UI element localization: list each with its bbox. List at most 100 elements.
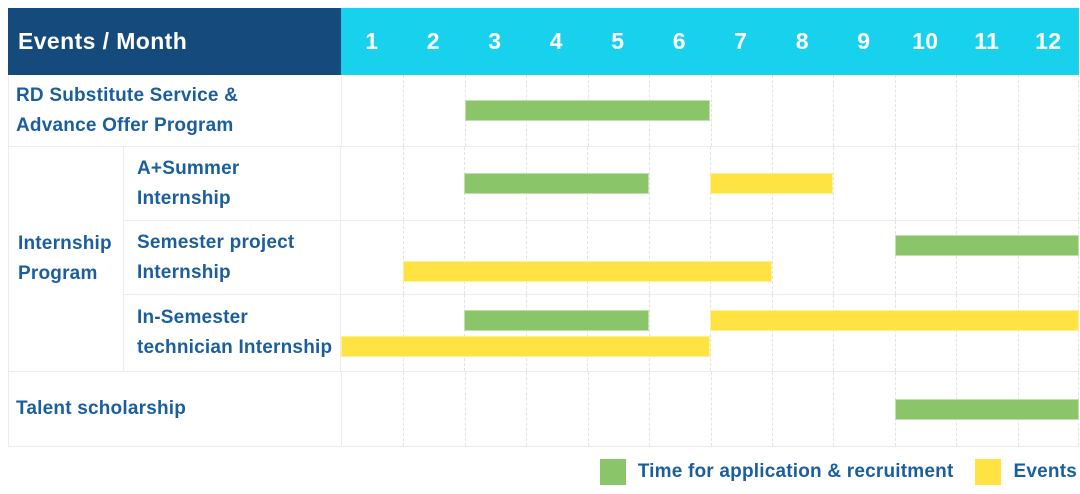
legend-item-yellow: Events [975, 459, 1077, 485]
month-header-2: 2 [426, 28, 440, 54]
month-gridline [464, 372, 466, 446]
table-subrow: A+Summer Internship [124, 147, 1079, 221]
month-gridline [1017, 221, 1019, 294]
month-gridline [402, 147, 404, 220]
month-gridline [710, 75, 712, 146]
month-grid-area [342, 372, 1079, 446]
month-header-5: 5 [611, 28, 625, 54]
row-label-line: Advance Offer Program [16, 114, 234, 136]
month-gridline [403, 75, 405, 146]
table-row: RD Substitute Service & Advance Offer Pro… [9, 75, 1079, 147]
month-gridline [648, 221, 650, 294]
gantt-bar-green [894, 399, 1079, 420]
gantt-bar-green [894, 235, 1079, 256]
gantt-bar-yellow [341, 336, 710, 357]
month-gridline [403, 372, 405, 446]
month-gridline [710, 221, 711, 294]
row-label-line: Internship [18, 233, 112, 254]
month-gridline [464, 221, 465, 294]
month-grid-area [342, 75, 1079, 146]
gantt-bar-green [464, 310, 649, 331]
month-gridline [771, 221, 773, 294]
row-label-line: A+Summer [137, 157, 240, 179]
month-header-3: 3 [488, 28, 502, 54]
month-gridline [710, 372, 712, 446]
month-gridline [894, 75, 896, 146]
month-gridline [771, 295, 773, 371]
legend-swatch-yellow [975, 459, 1002, 485]
month-gridline [833, 372, 835, 446]
month-gridline [771, 372, 773, 446]
month-gridline [1017, 147, 1019, 220]
row-label-line: Program [18, 263, 98, 284]
month-grid-area [341, 147, 1079, 220]
month-gridline [956, 75, 958, 146]
month-header-12: 12 [1035, 28, 1062, 54]
month-gridline [1078, 147, 1079, 220]
month-header-4: 4 [549, 28, 563, 54]
month-gridline [587, 295, 588, 371]
legend-label: Time for application & recruitment [637, 461, 954, 482]
table-header-row: Events / Month 1 2 3 4 5 6 7 8 9 10 11 12 [8, 8, 1079, 75]
month-gridline [464, 295, 465, 371]
events-month-table: Events / Month 1 2 3 4 5 6 7 8 9 10 11 12 RD Substi… [8, 8, 1079, 447]
row-label-line: technician Internship [137, 337, 333, 358]
month-gridline [894, 147, 896, 220]
group-label: Internship Program [9, 147, 124, 371]
gantt-bar-green [464, 173, 649, 194]
month-grid-area [341, 221, 1079, 294]
group-section: Internship Program A+Summer Internship Semes… [9, 147, 1079, 372]
subrow-label: A+Summer Internship [124, 147, 341, 220]
gantt-bar-yellow [710, 173, 833, 194]
legend: Time for application & recruitment Events [599, 457, 1077, 487]
month-gridline [587, 372, 589, 446]
month-gridline [402, 295, 404, 371]
table-subrow: In-Semester technician Internship [124, 295, 1079, 371]
month-header-10: 10 [912, 28, 939, 54]
table-row: Talent scholarship [9, 372, 1079, 447]
month-header-9: 9 [857, 28, 871, 54]
row-label: RD Substitute Service & Advance Offer Pro… [9, 75, 342, 146]
month-header-11: 11 [974, 28, 1000, 54]
gantt-bar-yellow [402, 261, 772, 282]
table-subrow: Semester project Internship [124, 221, 1079, 295]
month-gridline [648, 147, 650, 220]
month-gridline [1078, 221, 1079, 294]
month-gridline [710, 295, 711, 371]
group-subrows: A+Summer Internship Semester project Intern… [124, 147, 1079, 371]
month-gridline [956, 221, 957, 294]
subrow-label: Semester project Internship [124, 221, 341, 294]
row-label-line: Talent scholarship [16, 398, 187, 419]
month-gridline [1078, 75, 1079, 146]
row-label: Talent scholarship [9, 372, 342, 446]
legend-item-green: Time for application & recruitment [599, 459, 954, 485]
month-gridline [526, 372, 528, 446]
month-gridline [894, 221, 896, 294]
month-gridline [402, 221, 404, 294]
month-header-1: 1 [365, 28, 379, 54]
month-gridline [525, 221, 527, 294]
row-label-line: RD Substitute Service & [16, 84, 239, 106]
month-gridline [649, 372, 651, 446]
month-gridline [833, 75, 835, 146]
month-gridline [833, 295, 834, 371]
row-label-line: Internship [137, 261, 231, 283]
month-gridline [833, 221, 834, 294]
subrow-label: In-Semester technician Internship [124, 295, 341, 371]
month-gridline [1017, 295, 1019, 371]
table-body: RD Substitute Service & Advance Offer Pro… [8, 75, 1079, 447]
row-label-line: Internship [137, 187, 231, 209]
gantt-bar-green [464, 100, 711, 121]
month-gridline [1078, 295, 1079, 371]
month-header-strip: 1 2 3 4 5 6 7 8 9 10 11 12 [341, 8, 1079, 75]
month-gridline [648, 295, 650, 371]
row-label-line: Semester project [137, 231, 295, 253]
header-cell-events-month: Events / Month [8, 8, 341, 75]
month-gridline [956, 147, 957, 220]
row-label-line: In-Semester [137, 307, 248, 328]
month-gridline [956, 295, 957, 371]
month-gridline [1017, 75, 1019, 146]
month-header-6: 6 [672, 28, 686, 54]
month-gridline [771, 75, 773, 146]
